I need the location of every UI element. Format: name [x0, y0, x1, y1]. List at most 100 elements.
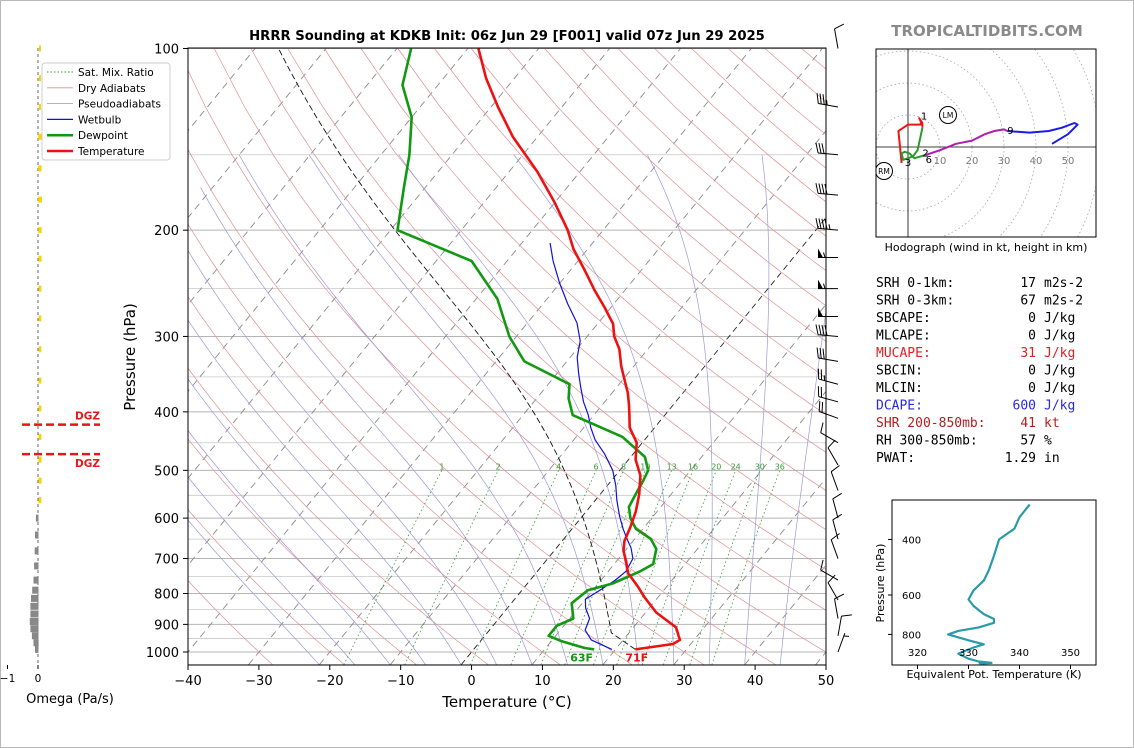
skew-t-background-lines [188, 48, 1134, 665]
barb-flag [818, 183, 822, 194]
stat-label: SHR 200-850mb: [876, 416, 986, 431]
stat-value: 1.29 [1005, 451, 1036, 466]
barb-flag [824, 218, 828, 230]
stat-unit: J/kg [1044, 346, 1075, 361]
wind-barb [834, 23, 845, 49]
barb-staff [818, 396, 839, 403]
moist-adiabat [238, 154, 568, 665]
omega-bar [38, 133, 42, 140]
y-tick-label: 300 [154, 330, 179, 345]
y-tick-label: 200 [154, 224, 179, 239]
y-tick-label: 100 [154, 43, 179, 58]
barb-staff [820, 432, 839, 444]
isotherm [188, 48, 398, 306]
barb-flag [818, 324, 822, 336]
dry-adiabat [213, 48, 826, 653]
legend-label: Dry Adiabats [78, 83, 146, 95]
barb-flag [818, 142, 822, 154]
barb-staff [827, 447, 839, 466]
legend-label: Temperature [77, 146, 145, 158]
omega-bar [38, 377, 42, 384]
hodograph-caption: Hodograph (wind in kt, height in km) [885, 241, 1088, 254]
omega-bar [34, 562, 39, 570]
hodograph-ring-label: 20 [966, 156, 979, 167]
barb-flag [834, 593, 845, 600]
isotherm [188, 48, 681, 653]
dry-adiabat [507, 48, 826, 342]
barb-flag [816, 347, 819, 359]
wind-barb [830, 465, 840, 491]
hodograph-ring-label: 30 [998, 156, 1011, 167]
dry-adiabat [188, 69, 776, 665]
theta-e-panel: 320 330 340 350 400 600 800 [888, 499, 1097, 669]
barb-flag [824, 325, 828, 336]
omega-bar [35, 645, 39, 653]
dry-adiabat [434, 48, 826, 416]
barb-flag [827, 439, 836, 449]
stat-label: SRH 0-3km: [876, 294, 954, 309]
wind-barb [816, 93, 839, 108]
dry-adiabat [470, 48, 826, 379]
isotherm [188, 48, 469, 393]
barb-flag [821, 143, 825, 154]
dry-adiabat [949, 49, 1134, 665]
hodograph-ring-label: 40 [1030, 156, 1043, 167]
mixing-ratio-label: 4 [556, 462, 561, 471]
dry-adiabat [188, 509, 345, 665]
storm-motion-marker [939, 106, 957, 124]
y-tick-label: 1000 [146, 646, 179, 661]
y-tick-label: 500 [154, 464, 179, 479]
wind-barbs [815, 23, 852, 653]
wind-barb [820, 559, 839, 581]
barb-flag [815, 142, 819, 154]
dry-adiabat [287, 48, 826, 570]
barb-staff [818, 357, 839, 362]
theta-e-x-tick-label: 340 [1010, 648, 1029, 659]
wind-barb [815, 183, 839, 196]
barb-flag [841, 614, 852, 617]
omega-bar [33, 576, 39, 584]
mixing-ratio-label: 2 [496, 462, 501, 471]
dry-adiabat [188, 580, 273, 665]
barb-staff [818, 152, 839, 156]
barb-flag [822, 94, 825, 105]
stat-label: SBCAPE: [876, 311, 931, 326]
x-tick-label: −10 [387, 674, 414, 689]
omega-bar [39, 75, 41, 82]
barb-staff [818, 192, 839, 196]
barb-staff [827, 582, 839, 601]
wind-barb [817, 386, 839, 403]
stat-value: 17 [1020, 276, 1036, 291]
isotherm [188, 48, 610, 566]
wind-barb [815, 142, 839, 156]
mixing-ratio-label: 6 [594, 462, 599, 471]
barb-half-flag [823, 252, 826, 258]
barb-flag [815, 183, 819, 194]
barb-flag [820, 422, 824, 433]
omega-bar [32, 586, 39, 594]
hodograph-panel: 10 20 30 40 50 LM RM 1 23 6 9 [875, 48, 1097, 238]
barb-half-flag [823, 283, 826, 289]
freezing-isotherm [460, 216, 826, 665]
moist-adiabat [188, 378, 426, 665]
moist-adiabat [646, 154, 713, 665]
barb-flag [822, 348, 825, 360]
wind-barb [830, 533, 840, 559]
omega-bar [38, 255, 42, 262]
stat-value: 67 [1020, 294, 1036, 309]
barb-flag [819, 348, 822, 359]
y-tick-label: 900 [154, 618, 179, 633]
stat-label: RH 300-850mb: [876, 434, 978, 449]
wind-barb [818, 248, 838, 259]
barb-staff [830, 539, 839, 559]
mixing-ratio-label: 1 [439, 462, 444, 471]
hodograph-segment-6-9km [1007, 122, 1079, 145]
skew-t-frame [187, 47, 827, 666]
x-tick-label: 50 [818, 674, 835, 689]
mixing-ratio-line [711, 470, 781, 665]
barb-flag [834, 23, 845, 30]
moist-adiabat [188, 519, 320, 665]
hodograph-segment-3-6km [925, 128, 1008, 156]
x-tick-label: 20 [605, 674, 622, 689]
stat-value: 31 [1020, 346, 1036, 361]
